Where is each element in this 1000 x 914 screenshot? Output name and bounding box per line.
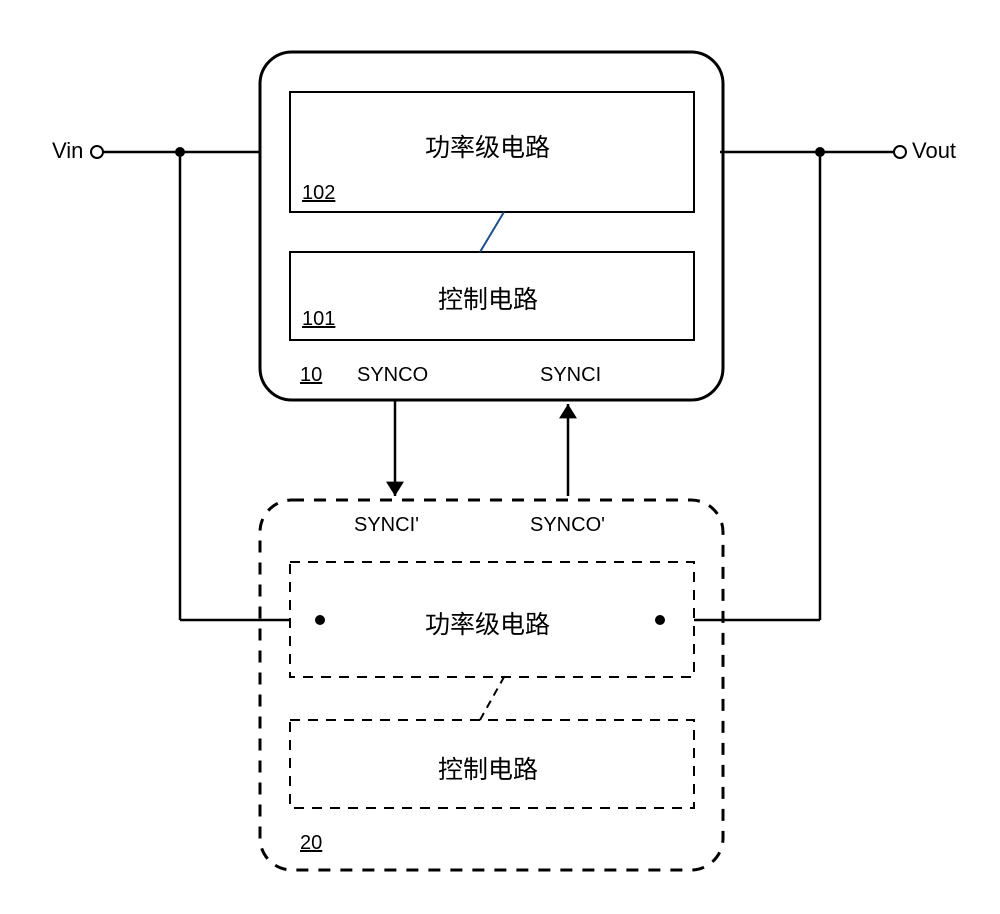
module-20-outline <box>260 500 723 870</box>
node-dot <box>815 147 825 157</box>
synci-label: SYNCI <box>540 364 601 387</box>
module-10-slash-icon <box>480 212 504 252</box>
synco-to-synci-prime-arrow <box>386 400 404 496</box>
synco-prime-label: SYNCO' <box>530 514 605 537</box>
module-10-power-ref: 102 <box>302 182 335 205</box>
node-dot <box>655 615 665 625</box>
module-20-ref: 20 <box>300 832 322 855</box>
vin-terminal-icon <box>91 146 103 158</box>
module-20-power-title: 功率级电路 <box>425 605 550 641</box>
synco-label: SYNCO <box>357 364 428 387</box>
vout-terminal-icon <box>894 146 906 158</box>
module-10-ctrl-ref: 101 <box>302 308 335 331</box>
module-20-ctrl-title: 控制电路 <box>438 750 538 786</box>
vout-label: Vout <box>912 138 956 164</box>
module-10-ctrl-title: 控制电路 <box>438 280 538 316</box>
vin-label: Vin <box>52 138 83 164</box>
module-10-ref: 10 <box>300 364 322 387</box>
node-dot <box>315 615 325 625</box>
node-dot <box>175 147 185 157</box>
module-20-slash-icon <box>480 677 504 720</box>
module-10-power-title: 功率级电路 <box>425 128 550 164</box>
module-10-outline <box>260 52 723 400</box>
synco-prime-to-synci-arrow <box>559 404 577 496</box>
synci-prime-label: SYNCI' <box>354 514 419 537</box>
